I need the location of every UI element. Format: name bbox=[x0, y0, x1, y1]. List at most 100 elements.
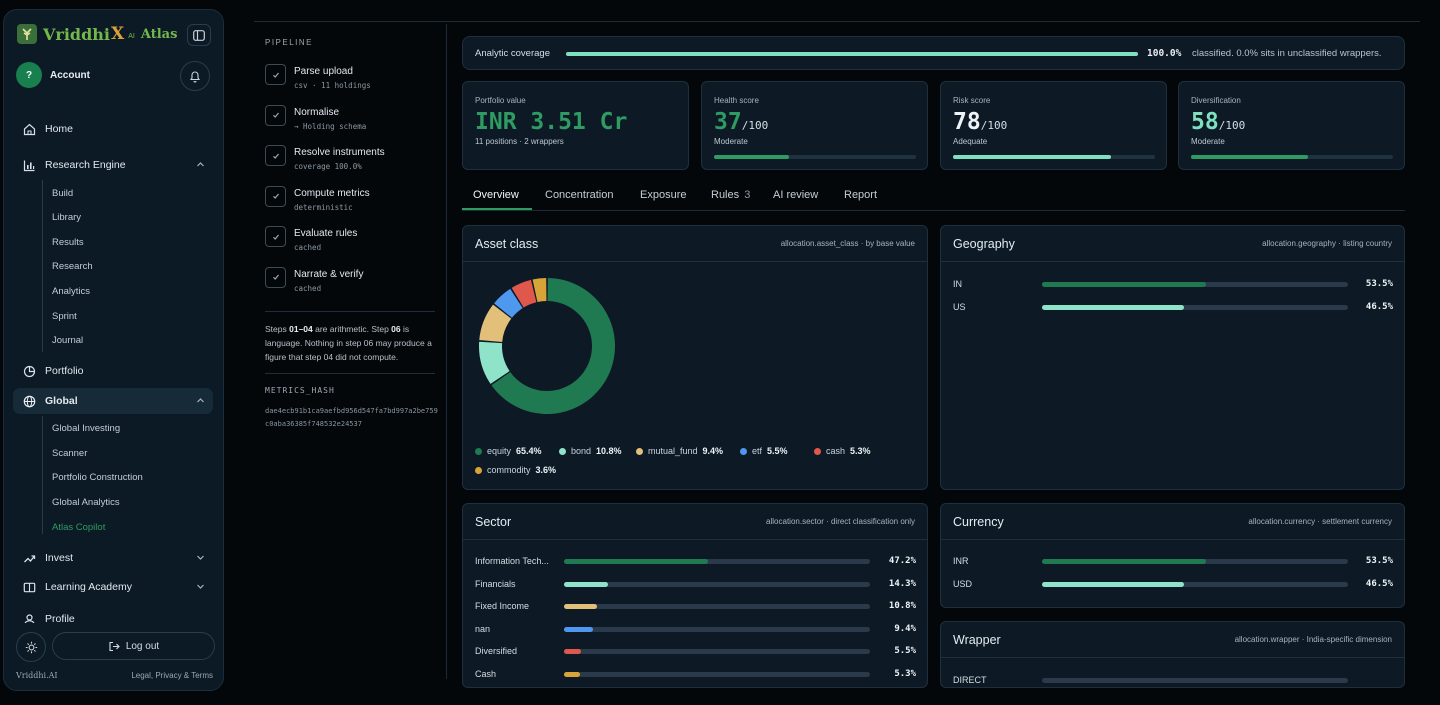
metrics-hash-value: dae4ecb91b1ca9aefbd956d547fa7bd997a2be75… bbox=[265, 407, 438, 428]
nav-invest[interactable]: Invest bbox=[13, 545, 213, 571]
research-sub-line bbox=[42, 180, 43, 352]
chevron-down-icon bbox=[197, 555, 204, 560]
donut-slice-commodity[interactable] bbox=[532, 278, 547, 303]
nav-invest-label: Invest bbox=[45, 552, 74, 564]
panel-title: Sector bbox=[475, 515, 512, 529]
tab-rules-count: 3 bbox=[744, 189, 751, 201]
logout-icon bbox=[109, 641, 120, 651]
kpi-sub: 11 positions · 2 wrappers bbox=[475, 137, 564, 146]
kpi-track bbox=[1191, 155, 1393, 159]
bar-row: IN 53.5% bbox=[953, 279, 1416, 291]
kpi-score-number: 58 bbox=[1191, 109, 1219, 135]
sub-item-journal[interactable]: Journal bbox=[52, 335, 84, 346]
legend-dot bbox=[475, 466, 482, 474]
logout-button[interactable]: Log out bbox=[52, 632, 215, 660]
donut-slice-bond[interactable] bbox=[479, 341, 510, 384]
nav-learning-academy[interactable]: Learning Academy bbox=[13, 574, 213, 600]
nav-home[interactable]: Home bbox=[13, 116, 213, 142]
sub-item-sprint[interactable]: Sprint bbox=[52, 311, 77, 322]
sub-item-global-analytics[interactable]: Global Analytics bbox=[52, 497, 120, 508]
asset-class-donut-chart bbox=[479, 278, 615, 414]
bar-label: Financials bbox=[475, 578, 516, 589]
collapse-sidebar-button[interactable] bbox=[187, 24, 211, 46]
step-sub: cached bbox=[294, 283, 322, 293]
nav-portfolio-label: Portfolio bbox=[45, 365, 84, 377]
analytic-coverage-bar: Analytic coverage 100.0% classified. 0.0… bbox=[462, 36, 1405, 70]
chevron-up-icon bbox=[197, 398, 204, 403]
nav-profile[interactable]: Profile bbox=[13, 613, 213, 623]
bar-track bbox=[564, 604, 870, 609]
step-sub: deterministic bbox=[294, 202, 353, 212]
kpi-portfolio-value: Portfolio value INR 3.51 Cr 11 positions… bbox=[462, 81, 689, 170]
asset-class-panel: Asset class allocation.asset_class · by … bbox=[462, 225, 928, 490]
kpi-fill bbox=[1191, 155, 1309, 159]
bar-fill bbox=[1042, 282, 1206, 287]
bar-track bbox=[564, 671, 870, 677]
legend-value: 65.4% bbox=[516, 446, 542, 456]
bar-label: INR bbox=[953, 556, 969, 566]
bar-value: 10.8% bbox=[888, 601, 916, 611]
wrapper-panel: Wrapper allocation.wrapper · India-speci… bbox=[940, 621, 1405, 688]
kpi-fill bbox=[714, 155, 789, 159]
bar-row: Diversified 5.5% bbox=[475, 646, 927, 658]
account-menu[interactable]: ? Account bbox=[16, 62, 90, 88]
donut-slice-etf[interactable] bbox=[494, 288, 523, 318]
sub-item-research[interactable]: Research bbox=[52, 261, 93, 272]
theme-toggle-button[interactable] bbox=[16, 632, 46, 662]
bar-label: Diversified bbox=[475, 646, 518, 656]
step-name: Resolve instruments bbox=[294, 147, 385, 158]
brand-product: Atlas bbox=[140, 26, 178, 42]
bar-value: 46.5% bbox=[1365, 301, 1393, 312]
coverage-track bbox=[566, 52, 1138, 56]
sub-item-atlas-copilot[interactable]: Atlas Copilot bbox=[52, 522, 106, 533]
step-sub: → Holding schema bbox=[294, 121, 367, 131]
panel-title: Wrapper bbox=[953, 633, 1001, 647]
donut-slice-mutual_fund[interactable] bbox=[479, 304, 512, 343]
bar-fill bbox=[564, 649, 581, 654]
sub-item-library[interactable]: Library bbox=[52, 212, 82, 223]
note-steps: 01–04 bbox=[289, 324, 313, 334]
brand-ai: AI bbox=[128, 33, 135, 40]
coverage-fill bbox=[566, 52, 1138, 56]
donut-slice-cash[interactable] bbox=[511, 279, 537, 308]
bar-track bbox=[1042, 304, 1348, 310]
bar-track bbox=[564, 626, 870, 632]
panel-title: Currency bbox=[953, 515, 1004, 529]
legend-dot bbox=[559, 447, 566, 455]
sun-icon bbox=[25, 641, 37, 653]
nav-research-engine-label: Research Engine bbox=[45, 159, 126, 171]
tab-report[interactable]: Report bbox=[844, 189, 878, 201]
pipeline-note: Steps 01–04 are arithmetic. Step 06 is l… bbox=[265, 322, 441, 364]
tab-concentration[interactable]: Concentration bbox=[545, 189, 614, 201]
notifications-button[interactable] bbox=[180, 61, 210, 91]
bar-row: Fixed Income 10.8% bbox=[475, 601, 927, 613]
tab-ai-review[interactable]: AI review bbox=[773, 189, 819, 201]
step-name: Narrate & verify bbox=[294, 268, 364, 280]
kpi-label: Risk score bbox=[953, 96, 991, 105]
nav-home-label: Home bbox=[45, 123, 74, 135]
sub-item-scanner[interactable]: Scanner bbox=[52, 448, 88, 459]
bar-value: 14.3% bbox=[888, 578, 916, 589]
sub-item-build[interactable]: Build bbox=[52, 188, 74, 199]
bar-label: Fixed Income bbox=[475, 601, 530, 611]
sub-item-portfolio-construction[interactable]: Portfolio Construction bbox=[52, 472, 143, 483]
legal-link[interactable]: Legal, Privacy & Terms bbox=[131, 671, 213, 680]
bar-label: IN bbox=[953, 279, 962, 289]
nav-global[interactable]: Global bbox=[13, 388, 213, 414]
nav-profile-label: Profile bbox=[45, 613, 75, 623]
sub-item-global-investing[interactable]: Global Investing bbox=[52, 423, 121, 434]
sub-item-results[interactable]: Results bbox=[52, 237, 84, 248]
kpi-sub: Moderate bbox=[1191, 137, 1225, 146]
kpi-denom: /100 bbox=[1218, 119, 1246, 132]
tab-overview[interactable]: Overview bbox=[473, 189, 519, 201]
bar-chart-icon bbox=[23, 160, 35, 171]
coverage-pct: 100.0% bbox=[1147, 48, 1182, 59]
nav-research-engine[interactable]: Research Engine bbox=[13, 152, 213, 178]
sub-item-analytics[interactable]: Analytics bbox=[52, 286, 91, 297]
pipeline-title: PIPELINE bbox=[265, 38, 314, 47]
donut-slice-equity[interactable] bbox=[491, 278, 615, 414]
brand-logo[interactable]: Vriddhi X AI Atlas bbox=[17, 24, 177, 44]
tab-exposure[interactable]: Exposure bbox=[640, 189, 687, 201]
nav-portfolio[interactable]: Portfolio bbox=[13, 358, 213, 384]
tab-rules[interactable]: Rules 3 bbox=[711, 189, 750, 201]
